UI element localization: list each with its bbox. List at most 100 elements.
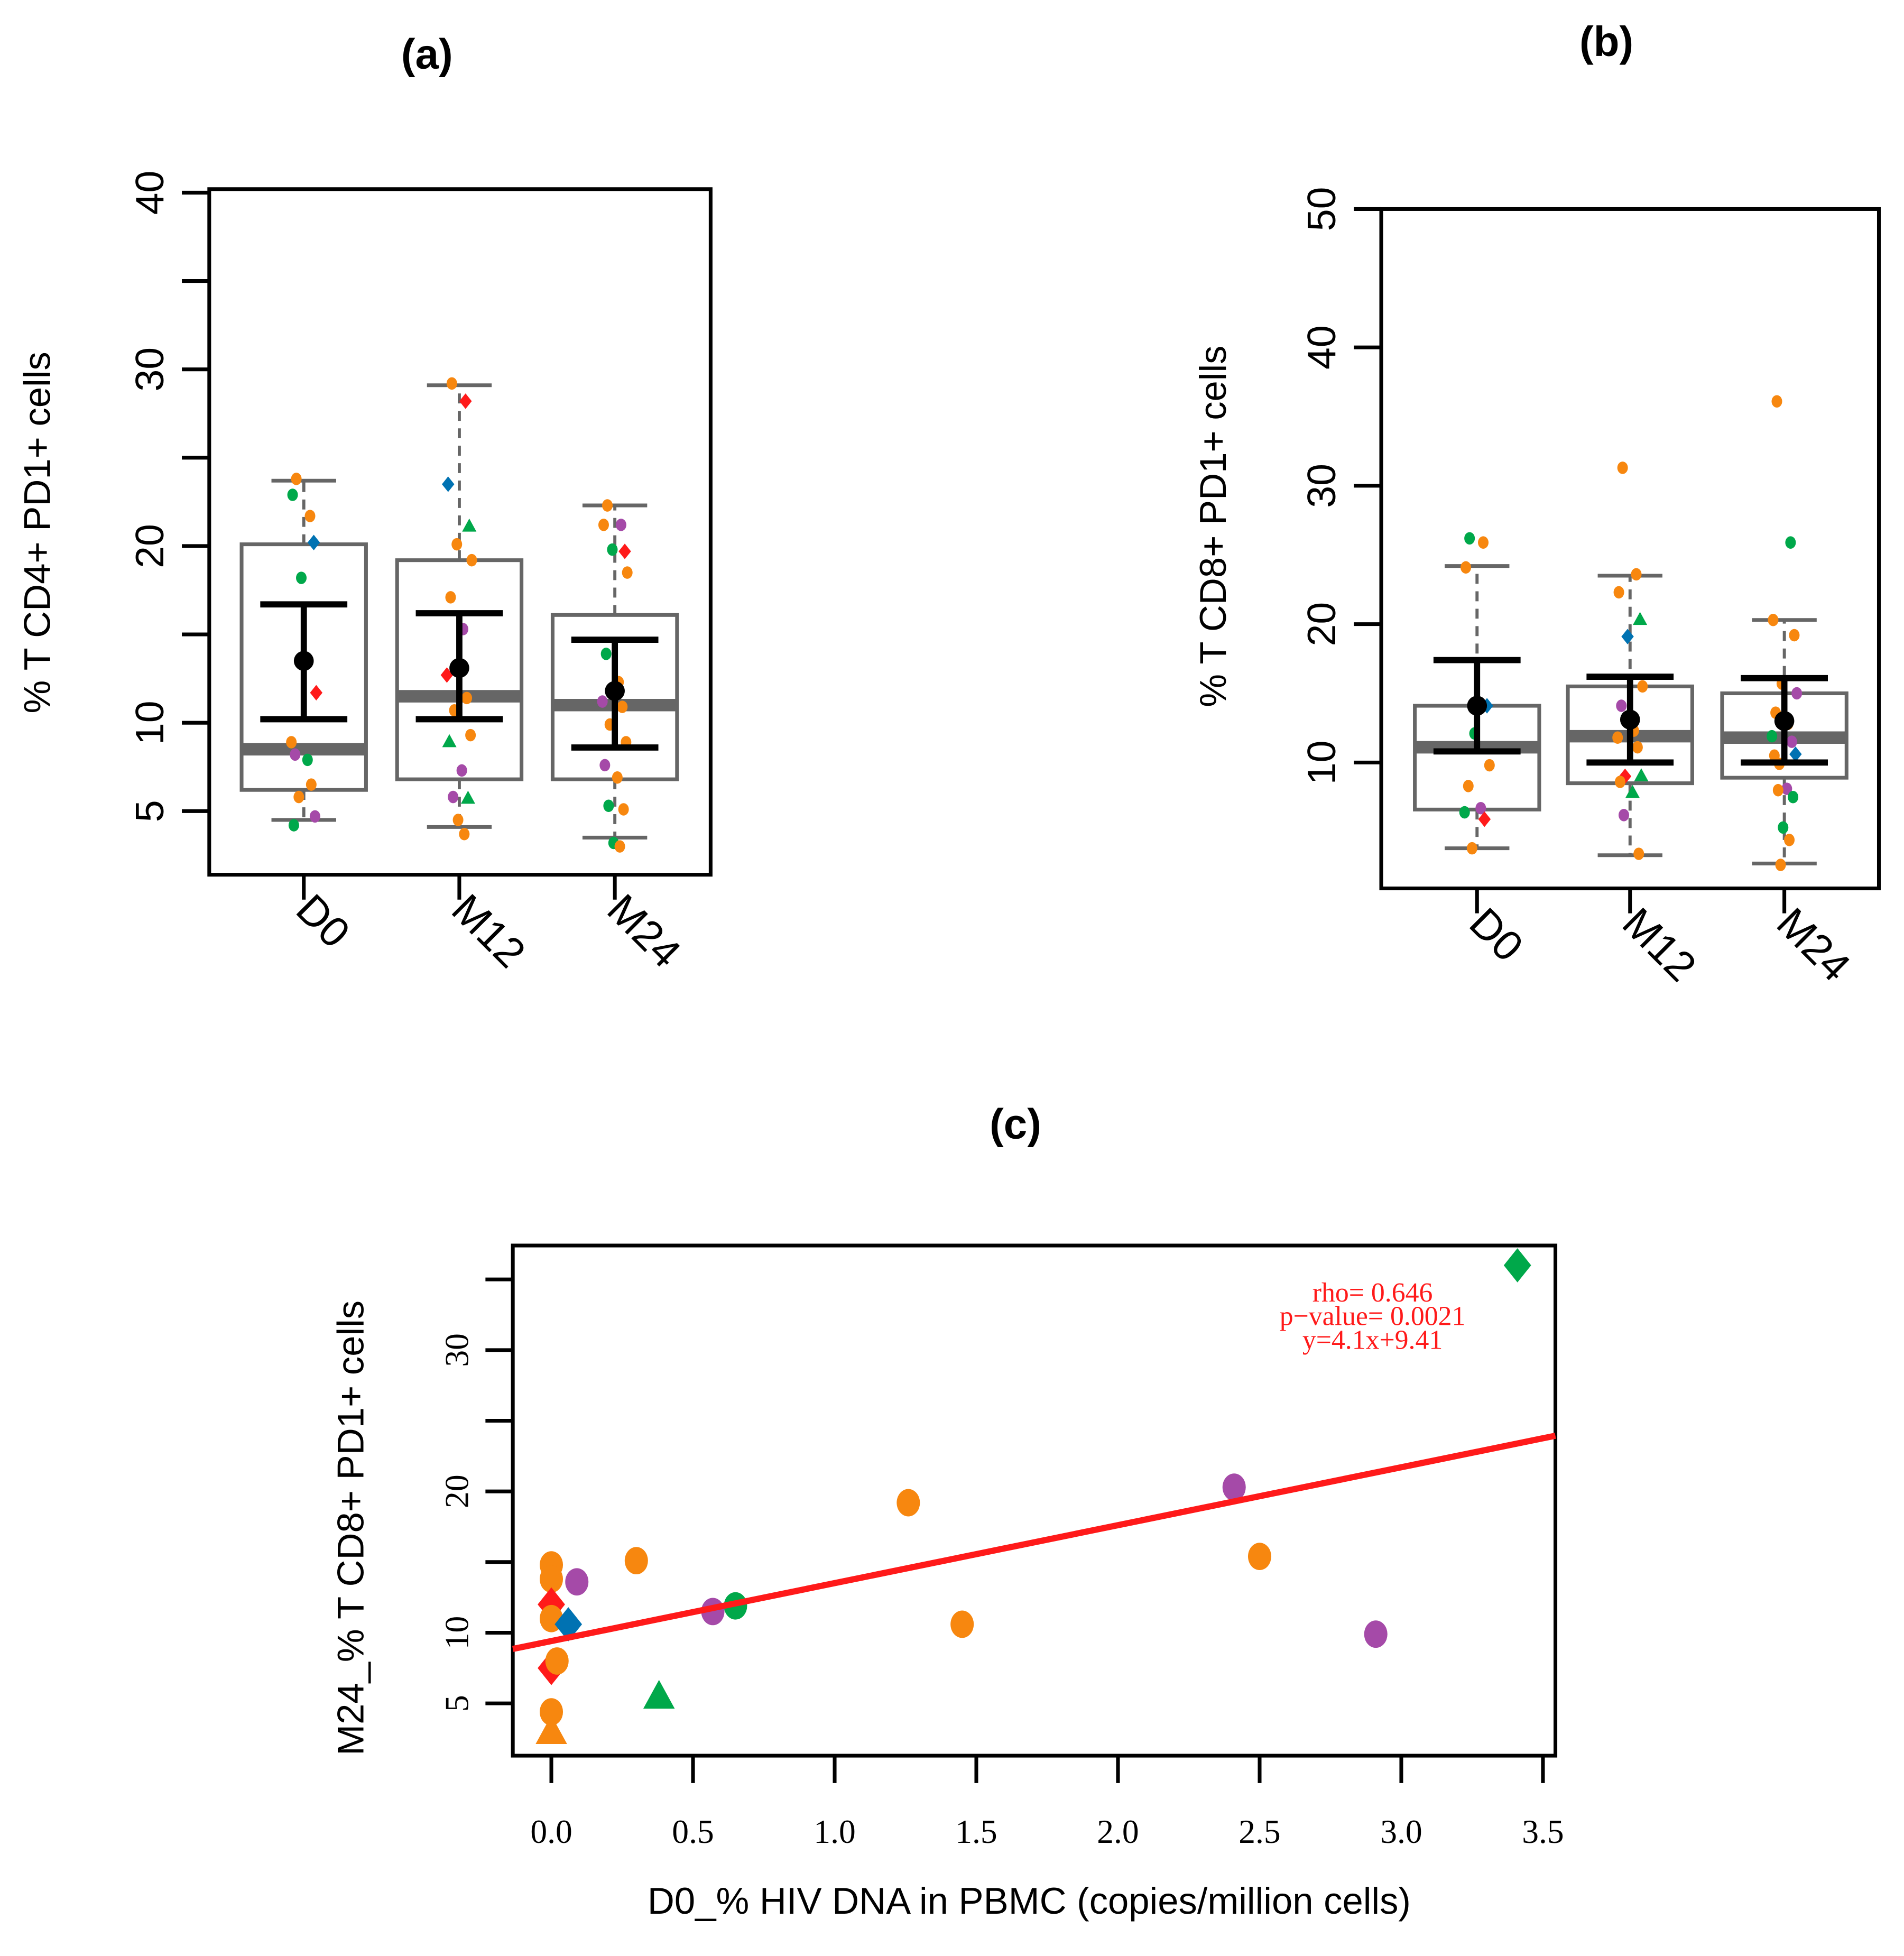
box-iqr	[239, 542, 368, 792]
data-point-circle	[540, 1698, 563, 1726]
data-point-circle	[614, 840, 625, 853]
data-point-circle	[1637, 680, 1648, 693]
data-point-circle	[607, 543, 618, 556]
data-point-diamond	[618, 543, 631, 559]
data-point-circle	[1631, 568, 1642, 581]
data-point-circle	[1633, 847, 1644, 860]
data-point-circle	[1781, 782, 1792, 795]
y-tick-label: 10	[127, 700, 172, 745]
data-point-circle	[1618, 809, 1629, 822]
y-axis-label: M24_% T CD8+ PD1+ cells	[330, 1300, 372, 1756]
data-point-circle	[1775, 859, 1786, 871]
panel-title: (c)	[990, 1101, 1041, 1148]
data-point-circle	[1767, 730, 1778, 743]
data-point-diamond	[1503, 1248, 1531, 1283]
y-tick-label: 10	[1299, 740, 1344, 785]
data-point-circle	[1459, 806, 1470, 819]
y-tick-label: 30	[1299, 464, 1344, 508]
data-point-circle	[603, 799, 614, 813]
data-point-circle	[1461, 561, 1472, 574]
panel-a: (a) 5 10 20 30 40 % T CD4+ PD1+ cells D0 M12 M24	[16, 30, 713, 976]
data-point-circle	[465, 728, 476, 742]
y-axis-label: % T CD8+ PD1+ cells	[1192, 346, 1234, 707]
data-point-circle	[600, 648, 612, 660]
data-point-triangle	[460, 790, 475, 804]
data-point-diamond	[310, 685, 323, 701]
data-point-diamond	[459, 393, 472, 409]
data-point-circle	[1632, 741, 1643, 754]
x-tick-label: 3.5	[1522, 1813, 1564, 1850]
data-point-circle	[602, 499, 613, 512]
data-point-triangle	[442, 734, 457, 748]
stats-annotation: rho= 0.646	[1313, 1278, 1433, 1308]
y-tick-label: 30	[438, 1333, 476, 1367]
panel-title: (b)	[1579, 18, 1633, 65]
data-point-circle	[304, 510, 316, 522]
y-tick-label: 20	[1299, 602, 1344, 647]
data-point-circle	[597, 695, 608, 708]
data-point-circle	[1768, 614, 1779, 626]
regression-line	[512, 1433, 1556, 1652]
data-point-circle	[615, 519, 626, 531]
x-tick-label: 1.5	[955, 1813, 997, 1850]
data-point-circle	[466, 553, 477, 567]
data-point-circle	[291, 473, 302, 485]
data-point-triangle	[535, 1715, 567, 1744]
data-point-circle	[306, 778, 317, 791]
data-point-circle	[1478, 536, 1489, 549]
data-point-circle	[1778, 821, 1789, 834]
data-point-circle	[452, 814, 464, 826]
data-point-circle	[288, 819, 299, 832]
data-point-circle	[618, 803, 629, 816]
data-point-circle	[1771, 395, 1782, 408]
x-tick-label: 2.5	[1238, 1813, 1280, 1850]
data-point-circle	[287, 488, 298, 501]
y-tick-label: 10	[438, 1616, 476, 1650]
x-tick-label: M12	[443, 885, 534, 976]
data-point-circle	[1784, 834, 1795, 846]
data-point-diamond	[554, 1607, 583, 1641]
y-tick-label: 40	[1299, 325, 1344, 370]
boxplot-M24	[1720, 395, 1848, 871]
data-point-circle	[459, 827, 470, 841]
boxplot-D0	[1413, 532, 1541, 855]
x-tick-label: D0	[1461, 899, 1532, 970]
data-point-circle	[1464, 532, 1475, 545]
data-point-diamond	[307, 534, 320, 550]
boxplot-M12	[395, 377, 524, 841]
y-tick-label: 50	[1299, 187, 1344, 232]
y-tick-label: 40	[127, 171, 172, 215]
data-point-circle	[1616, 699, 1627, 712]
boxplot-M24	[550, 499, 679, 853]
mean-point	[605, 681, 625, 701]
x-tick-label: 3.0	[1380, 1813, 1422, 1850]
stats-annotation: p−value= 0.0021	[1280, 1302, 1466, 1332]
data-point-circle	[1786, 735, 1797, 748]
box-iqr	[395, 558, 524, 781]
boxplot-M12	[1566, 462, 1694, 860]
panel-c: (c) 5 10 20 30 M24_% T CD8+ PD1+ cells 0.0 0.5 1…	[330, 1101, 1564, 1922]
data-point-circle	[950, 1610, 974, 1638]
data-point-triangle	[1634, 768, 1649, 781]
x-tick-label: 0.0	[530, 1813, 572, 1850]
y-axis-label: % T CD4+ PD1+ cells	[16, 352, 58, 713]
mean-point	[1620, 709, 1640, 730]
y-tick-label: 20	[438, 1474, 476, 1508]
data-point-circle	[1617, 462, 1628, 474]
data-point-circle	[1222, 1473, 1246, 1501]
data-point-circle	[1769, 749, 1780, 762]
data-point-circle	[286, 736, 297, 749]
data-point-circle	[1785, 536, 1796, 549]
data-point-circle	[1466, 842, 1477, 855]
data-point-circle	[896, 1489, 920, 1517]
y-tick-label: 5	[438, 1695, 476, 1712]
data-point-triangle	[1625, 785, 1640, 798]
data-point-diamond	[441, 476, 455, 492]
data-point-circle	[1614, 776, 1625, 788]
data-point-circle	[1788, 791, 1799, 804]
y-tick-label: 20	[127, 524, 172, 568]
mean-point	[1467, 696, 1487, 716]
panel-title: (a)	[401, 30, 453, 77]
y-tick-label: 5	[127, 800, 172, 822]
